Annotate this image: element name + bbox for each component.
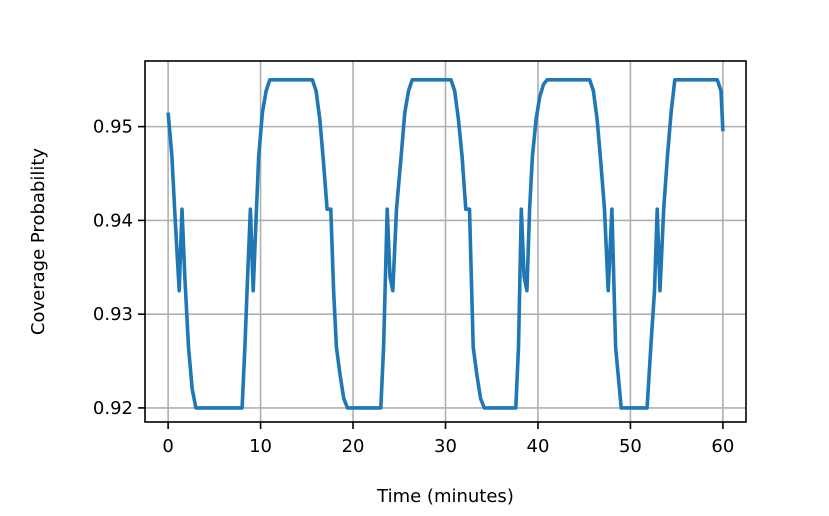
series-layer: [166, 78, 725, 410]
x-axis-label: Time (minutes): [376, 486, 514, 507]
x-tick-label: 50: [619, 436, 642, 457]
x-tick-label: 10: [249, 436, 272, 457]
y-axis-label: Coverage Probability: [28, 148, 49, 335]
x-axis: 0 10 20 30 40 50 60: [162, 422, 734, 457]
x-tick-label: 60: [711, 436, 734, 457]
x-tick-label: 20: [342, 436, 365, 457]
x-tick-label: 0: [162, 436, 173, 457]
y-tick-label: 0.94: [93, 210, 133, 231]
series-line-0: [166, 78, 725, 410]
y-tick-label: 0.93: [93, 304, 133, 325]
x-tick-label: 30: [434, 436, 457, 457]
y-tick-label: 0.92: [93, 398, 133, 419]
x-tick-label: 40: [527, 436, 550, 457]
y-axis: 0.92 0.93 0.94 0.95: [93, 117, 145, 419]
y-tick-label: 0.95: [93, 117, 133, 138]
